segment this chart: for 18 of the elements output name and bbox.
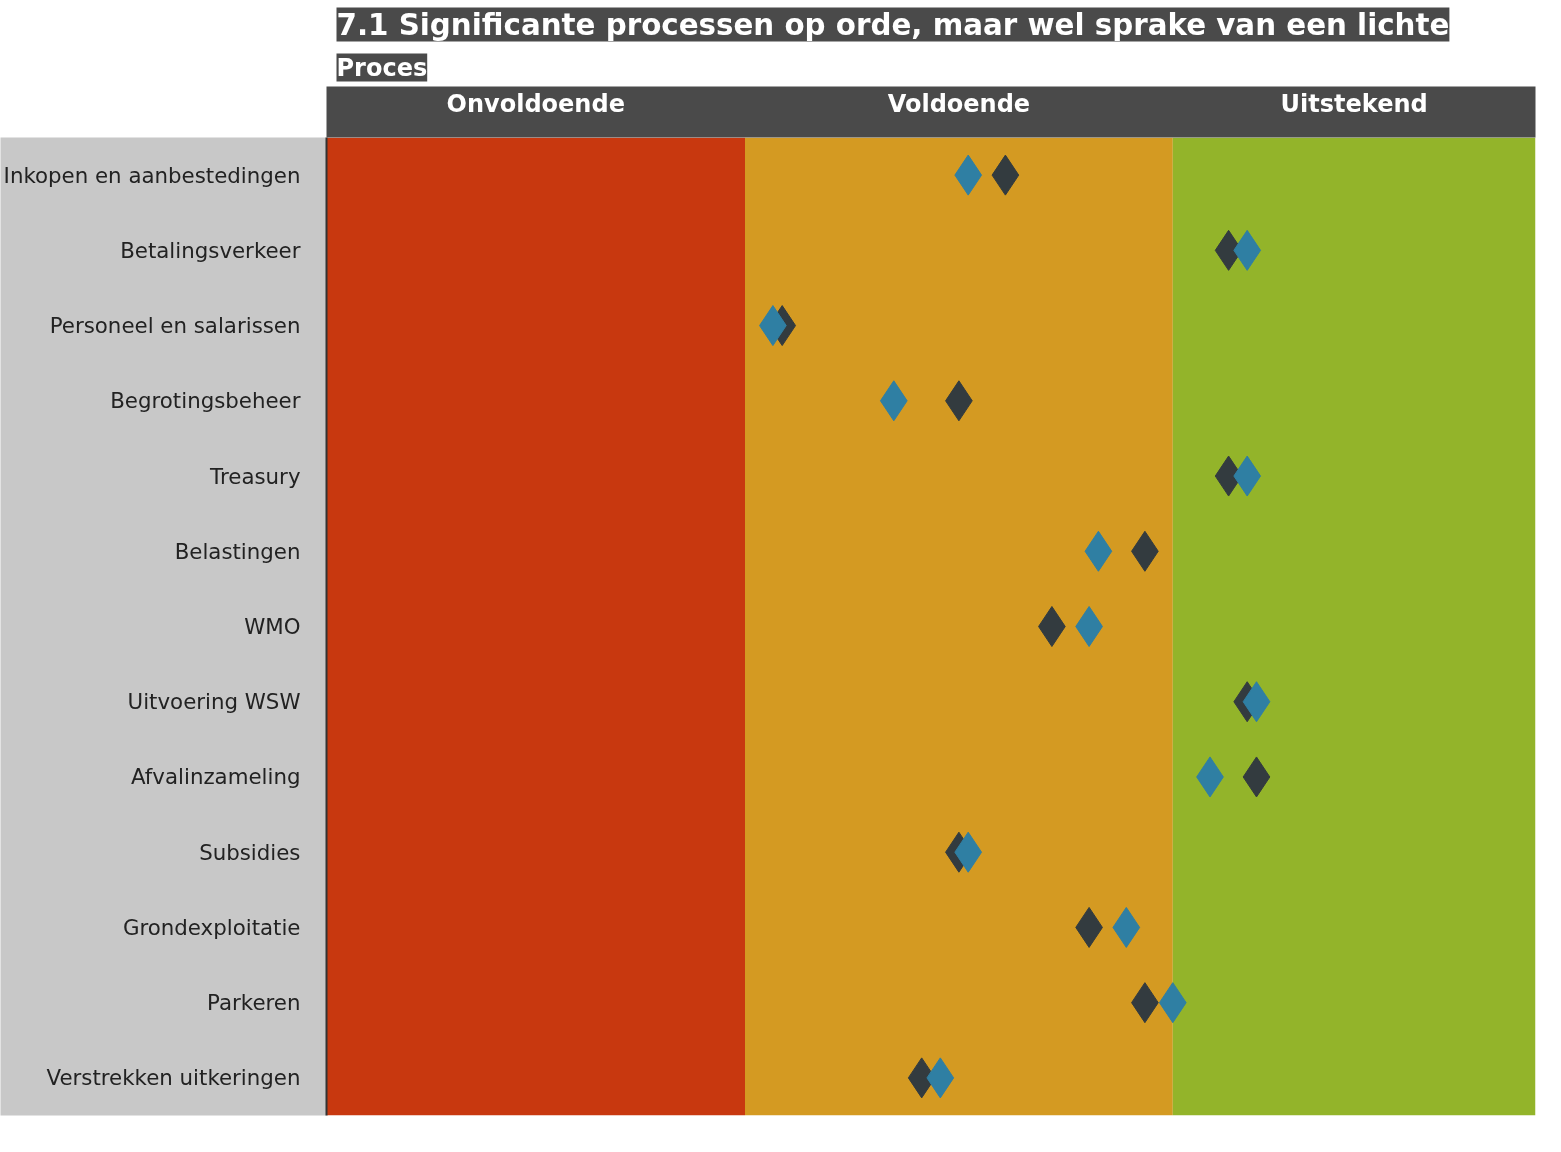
band-label: Onvoldoende [446, 89, 625, 118]
y-tick-label: Personeel en salarissen [49, 313, 301, 339]
chart-title: 7.1 Significante processen op orde, maar wel sprake van een lichte [336, 7, 1450, 42]
y-tick-label: Begrotingsbeheer [110, 388, 301, 414]
y-tick-label: Parkeren [207, 990, 301, 1016]
band-label: Voldoende [887, 89, 1031, 118]
y-tick-label: Uitvoering WSW [127, 689, 301, 715]
y-tick-label: Subsidies [199, 839, 301, 865]
y-tick-label: Belastingen [174, 538, 301, 564]
y-tick-label: Inkopen en aanbestedingen [3, 162, 301, 188]
y-tick-label: WMO [244, 614, 301, 639]
y-tick-label: Betalingsverkeer [120, 237, 301, 263]
y-axis-title: Proces [336, 53, 428, 82]
y-tick-label: Grondexploitatie [122, 914, 301, 940]
y-tick-label: Afvalinzameling [131, 764, 301, 790]
band-label: Uitstekend [1280, 89, 1428, 118]
y-tick-label: Treasury [209, 463, 301, 489]
y-tick-label: Verstrekken uitkeringen [46, 1065, 301, 1091]
